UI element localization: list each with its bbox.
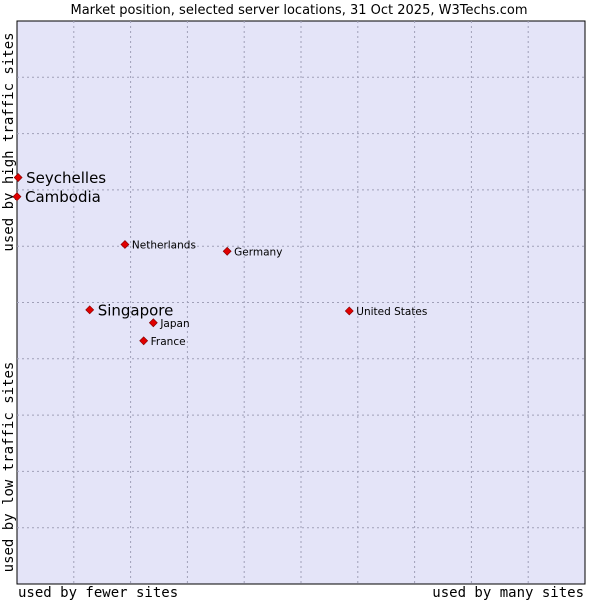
point-label-france: France (151, 336, 186, 348)
point-label-germany: Germany (234, 246, 282, 258)
y-axis-label-low: used by low traffic sites (1, 362, 17, 573)
point-label-cambodia: Cambodia (25, 188, 101, 206)
point-label-united-states: United States (356, 306, 427, 318)
x-axis-label-low: used by fewer sites (18, 585, 178, 600)
point-united-states: United States (344, 306, 427, 318)
point-japan: Japan (148, 318, 190, 330)
point-label-japan: Japan (159, 318, 189, 330)
gridlines (17, 21, 585, 584)
y-axis-label-high: used by high traffic sites (1, 32, 17, 251)
point-cambodia: Cambodia (12, 188, 101, 206)
point-marker-united-states (344, 306, 354, 316)
point-france: France (139, 336, 186, 348)
point-marker-seychelles (13, 173, 23, 182)
point-label-netherlands: Netherlands (132, 240, 196, 252)
point-seychelles: Seychelles (13, 169, 106, 187)
point-marker-germany (222, 246, 232, 256)
point-marker-cambodia (12, 192, 22, 202)
point-label-singapore: Singapore (98, 301, 174, 319)
point-germany: Germany (222, 246, 282, 258)
point-marker-japan (148, 318, 158, 328)
point-singapore: Singapore (85, 301, 174, 319)
point-netherlands: Netherlands (120, 240, 196, 252)
point-marker-netherlands (120, 240, 130, 249)
x-axis-label-high: used by many sites (432, 585, 584, 600)
point-marker-singapore (85, 305, 95, 315)
point-marker-france (139, 336, 149, 346)
point-label-seychelles: Seychelles (26, 169, 106, 187)
chart-title: Market position, selected server locatio… (70, 3, 527, 18)
